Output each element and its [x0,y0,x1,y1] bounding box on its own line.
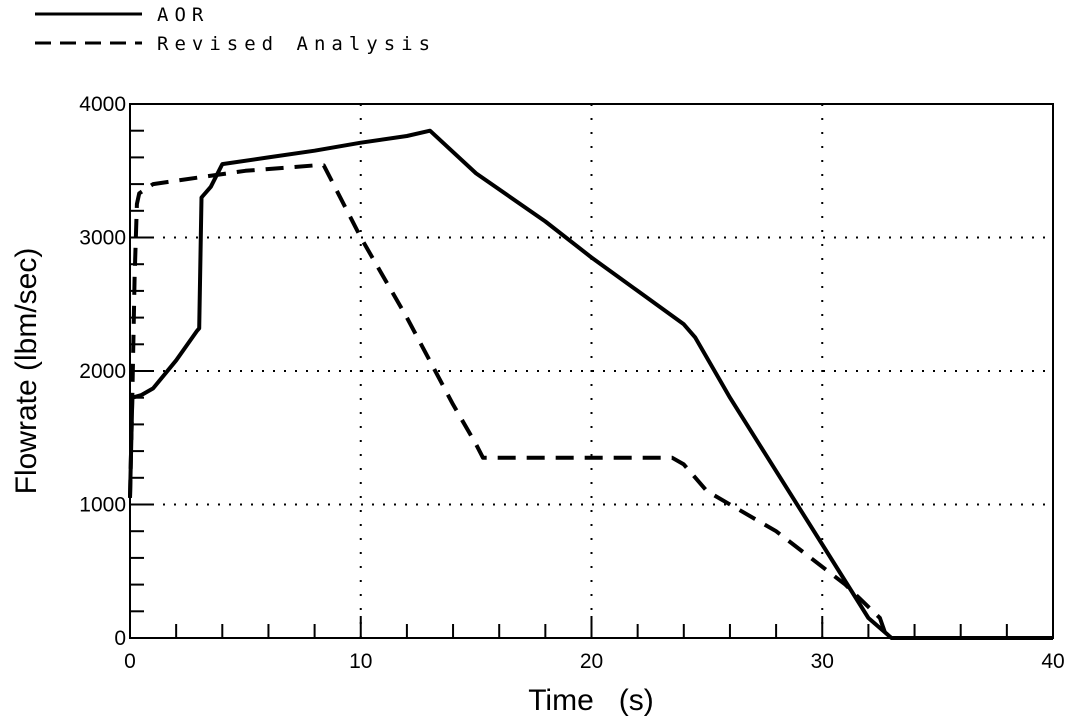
x-tick-label: 0 [124,650,136,673]
axes [129,103,1054,639]
legend: AOR Revised Analysis [35,4,436,55]
x-axis-title: Time (s) [528,684,654,717]
tick-labels: 0 10 20 30 40 0 1000 2000 3000 4000 [79,93,1064,673]
legend-label-aor: AOR [157,4,209,26]
y-axis-title: Flowrate (lbm/sec) [10,248,43,495]
y-tick-label: 0 [114,627,126,650]
y-tick-label: 4000 [79,93,126,116]
series-layer [128,128,1053,640]
x-tick-label: 40 [1041,650,1064,673]
x-tick-label: 30 [811,650,834,673]
series-line-aor [128,128,1053,640]
y-tick-label: 3000 [79,227,126,250]
y-tick-label: 1000 [79,494,126,517]
grid [130,104,1053,638]
legend-label-revised-analysis: Revised Analysis [157,33,436,55]
x-tick-label: 20 [580,650,603,673]
y-tick-label: 2000 [79,360,126,383]
x-tick-label: 10 [349,650,372,673]
series-line-revised-analysis [128,163,1053,640]
